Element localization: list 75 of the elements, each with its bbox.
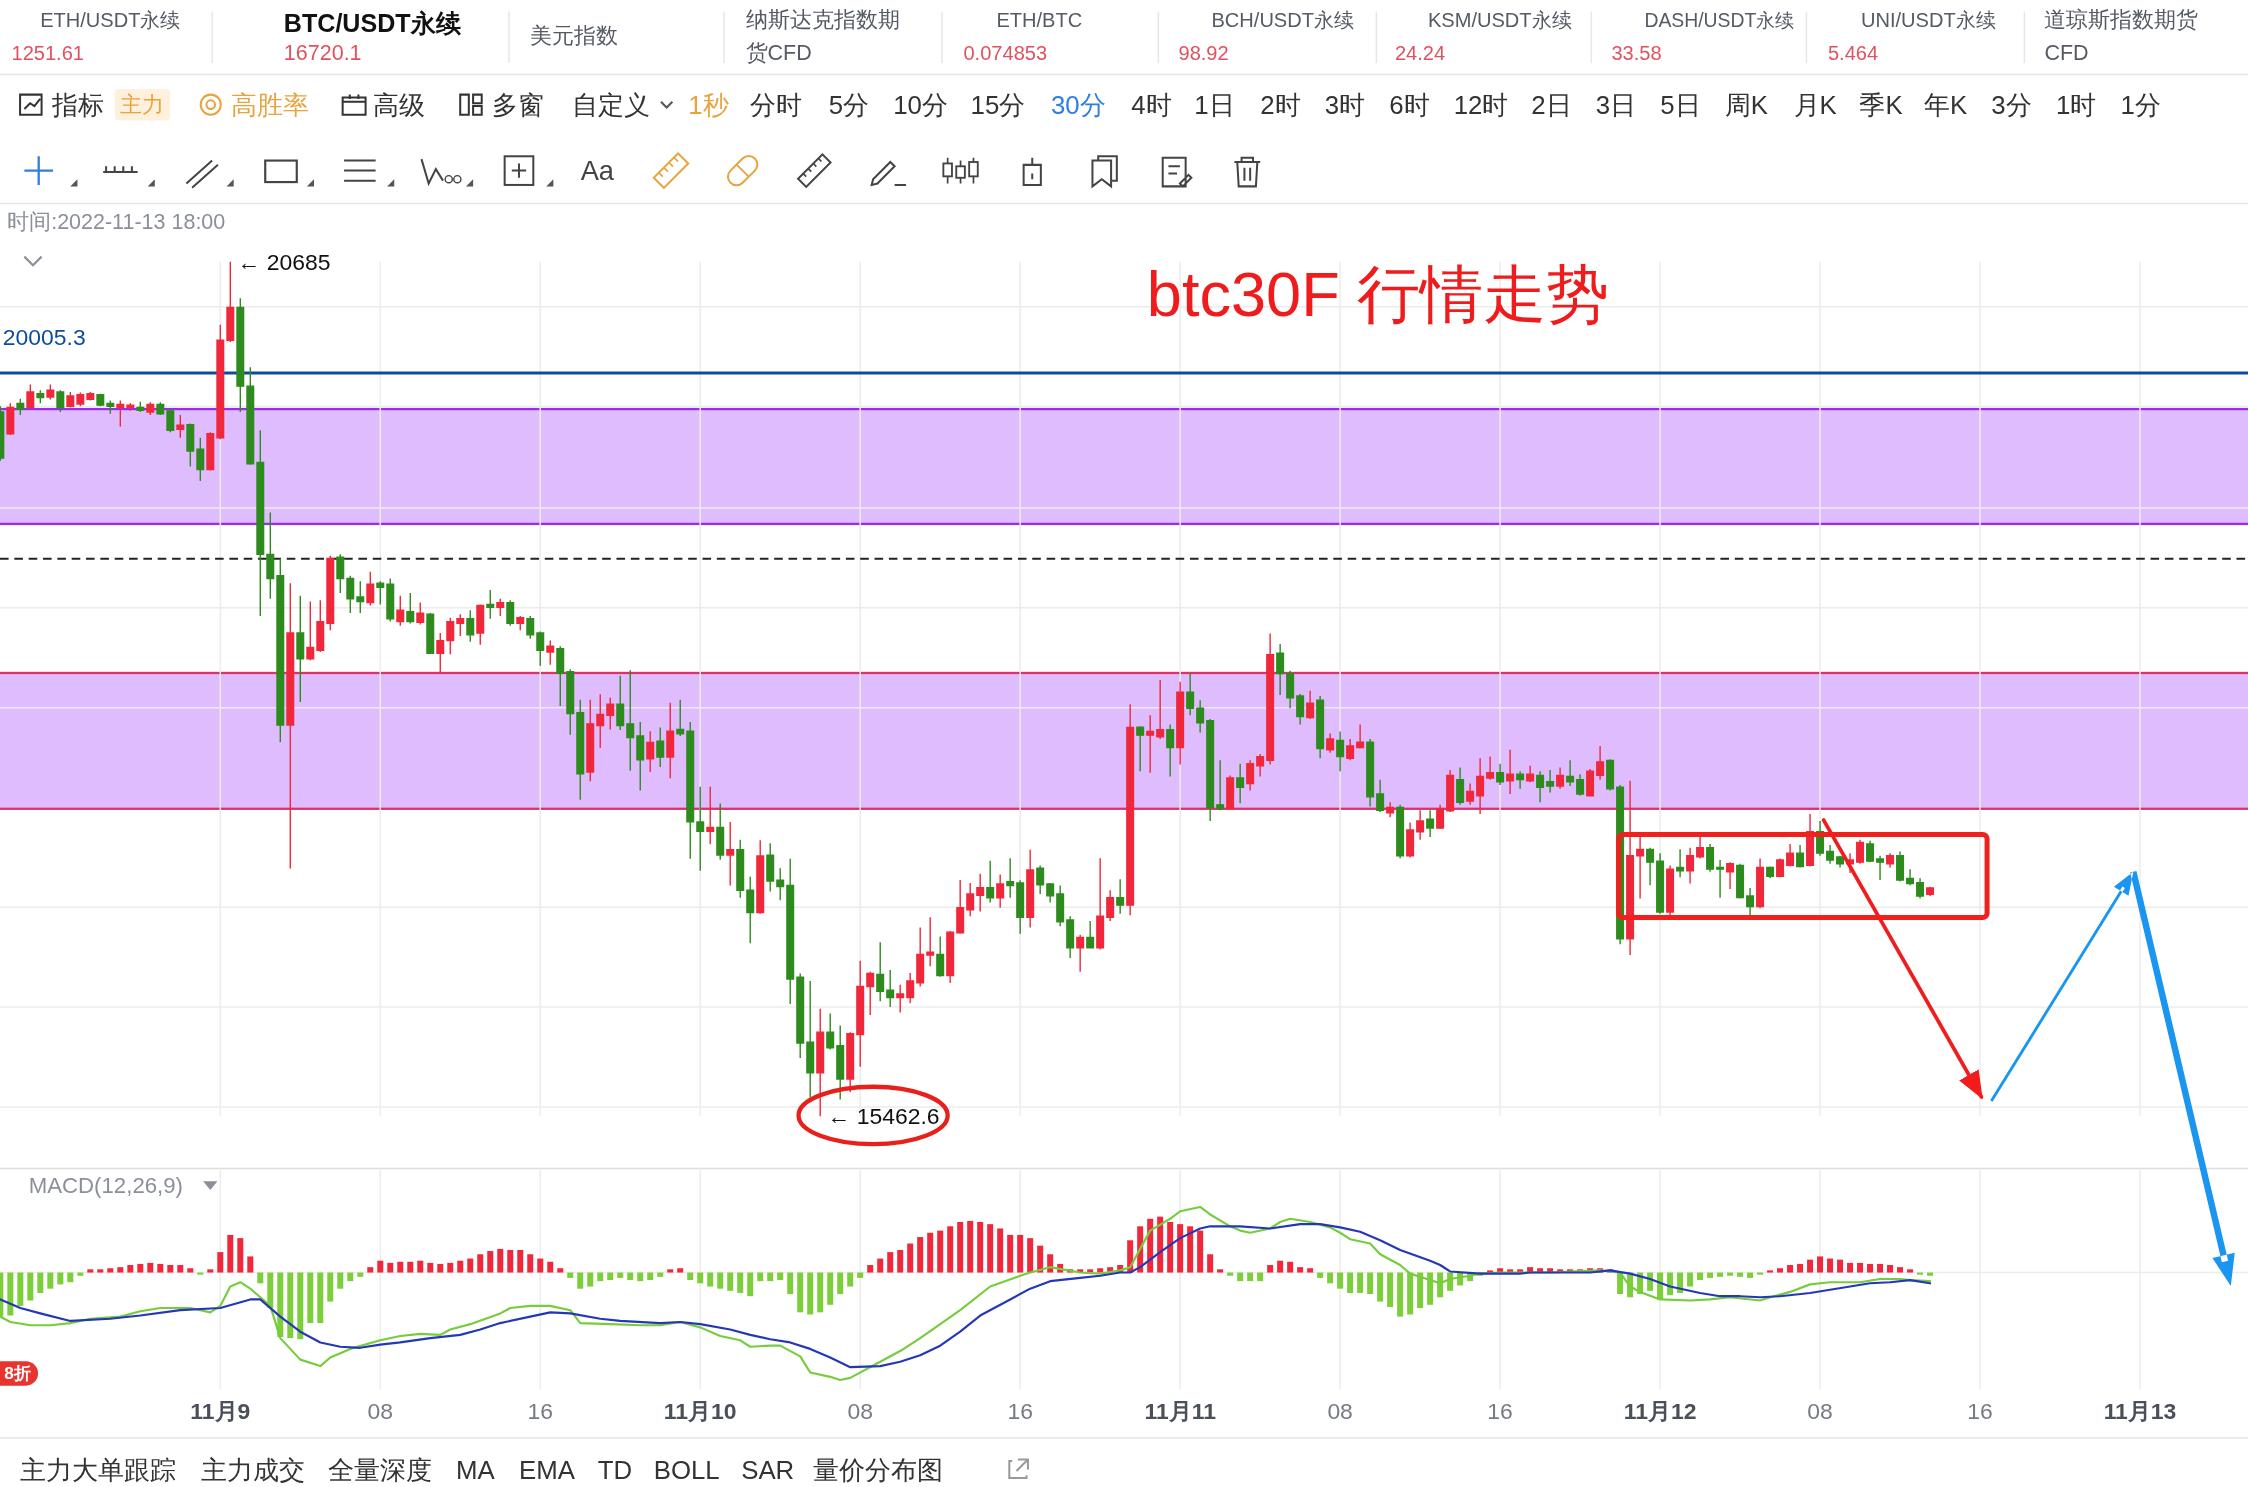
text: 5.464	[1827, 42, 1879, 65]
text: BOLL	[653, 1455, 720, 1484]
text: Aa	[580, 155, 615, 187]
ref-line-label: 20005.3	[2, 324, 86, 351]
text: 月K	[1793, 90, 1837, 119]
text: 33.58	[1611, 42, 1662, 65]
text: 5分	[828, 90, 870, 119]
chart-title: btc30F 行情走势	[1146, 258, 1610, 329]
text: 3日	[1595, 90, 1637, 119]
text: TD	[597, 1455, 633, 1484]
text: MA	[455, 1455, 496, 1484]
text: 分时	[749, 90, 802, 119]
text: 24.24	[1394, 42, 1446, 65]
text: 5日	[1660, 90, 1701, 119]
x-tick-label: 11月12	[1623, 1397, 1697, 1424]
x-tick-label: 08	[1327, 1397, 1353, 1424]
text: 16720.1	[283, 41, 362, 66]
text: 1时	[2055, 90, 2097, 119]
text: 1秒	[688, 90, 729, 119]
text: 指标	[50, 90, 104, 119]
text: 时间:2022-11-13 18:00	[7, 210, 226, 235]
x-tick-label: 11月13	[2103, 1397, 2177, 1424]
annotation: ← 15462.6	[827, 1103, 940, 1130]
text: 道琼斯指数期货CFD	[2044, 8, 2199, 66]
text: 12时	[1453, 90, 1509, 119]
text: 高级	[372, 90, 425, 119]
text: 主力成交	[200, 1455, 305, 1484]
x-tick-label: 16	[527, 1397, 553, 1424]
text: 10分	[893, 90, 948, 119]
x-tick-label: 11月11	[1144, 1397, 1217, 1424]
x-tick-label: 08	[847, 1397, 873, 1424]
text: 量价分布图	[812, 1455, 943, 1484]
text: 15分	[970, 90, 1026, 119]
x-tick-label: 16	[1967, 1397, 1993, 1424]
text: 主力	[120, 92, 165, 117]
chart-title: MACD(12,26,9)	[28, 1173, 184, 1199]
text: BCH/USDT永续	[1211, 9, 1354, 32]
text: ETH/BTC	[996, 9, 1083, 32]
x-tick-label: 08	[1807, 1397, 1833, 1424]
x-tick-label: 08	[367, 1397, 394, 1424]
text: 季K	[1859, 90, 1903, 119]
text: 周K	[1724, 90, 1768, 119]
text: EMA	[518, 1455, 576, 1484]
text: 3时	[1324, 90, 1366, 119]
text: 多窗	[491, 90, 544, 119]
text: 全量深度	[328, 1455, 433, 1484]
text: 98.92	[1178, 42, 1229, 65]
text: 3分	[1991, 90, 2032, 119]
x-tick-label: 16	[1007, 1397, 1033, 1424]
text: DASH/USDT永续	[1644, 9, 1795, 32]
text: UNI/USDT永续	[1860, 9, 1996, 32]
text: 美元指数	[530, 23, 619, 49]
x-tick-label: 11月10	[663, 1397, 737, 1424]
text: BTC/USDT永续	[283, 8, 461, 37]
text: 年K	[1923, 90, 1968, 119]
annotation: 8折	[4, 1363, 31, 1384]
text: 1251.61	[11, 42, 84, 65]
text: 纳斯达克指数期货CFD	[745, 8, 900, 66]
text: KSM/USDT永续	[1427, 9, 1572, 32]
text: 1日	[1194, 90, 1235, 119]
text: 2时	[1260, 90, 1301, 119]
text: 1分	[2120, 90, 2161, 119]
text: 4时	[1131, 90, 1172, 119]
text: 30分	[1050, 90, 1106, 119]
text: 2日	[1531, 90, 1572, 119]
text: 高胜率	[230, 90, 309, 119]
text: 6时	[1389, 90, 1430, 119]
text: 0.074853	[963, 42, 1048, 65]
text: 主力大单跟踪	[20, 1455, 177, 1484]
x-tick-label: 16	[1487, 1397, 1513, 1424]
text: SAR	[741, 1455, 795, 1484]
x-tick-label: 11月9	[190, 1397, 251, 1424]
text: 自定义	[572, 90, 651, 119]
text: ETH/USDT永续	[40, 9, 181, 32]
annotation: ← 20685	[237, 248, 331, 275]
